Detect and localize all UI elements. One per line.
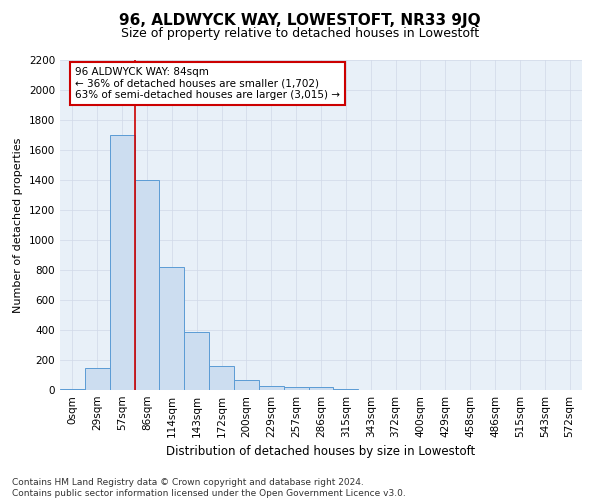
Bar bbox=[259, 386, 284, 390]
Text: 96 ALDWYCK WAY: 84sqm
← 36% of detached houses are smaller (1,702)
63% of semi-d: 96 ALDWYCK WAY: 84sqm ← 36% of detached … bbox=[75, 66, 340, 100]
Bar bbox=[334, 389, 358, 390]
Bar bbox=[60, 388, 85, 390]
Bar bbox=[110, 135, 134, 390]
Bar bbox=[234, 380, 259, 390]
Bar bbox=[134, 180, 160, 390]
Bar bbox=[308, 387, 334, 390]
Bar bbox=[209, 366, 234, 390]
Bar bbox=[184, 332, 209, 390]
Text: Size of property relative to detached houses in Lowestoft: Size of property relative to detached ho… bbox=[121, 28, 479, 40]
Y-axis label: Number of detached properties: Number of detached properties bbox=[13, 138, 23, 312]
Bar bbox=[160, 267, 184, 390]
Bar bbox=[284, 387, 308, 390]
X-axis label: Distribution of detached houses by size in Lowestoft: Distribution of detached houses by size … bbox=[166, 446, 476, 458]
Text: Contains HM Land Registry data © Crown copyright and database right 2024.
Contai: Contains HM Land Registry data © Crown c… bbox=[12, 478, 406, 498]
Text: 96, ALDWYCK WAY, LOWESTOFT, NR33 9JQ: 96, ALDWYCK WAY, LOWESTOFT, NR33 9JQ bbox=[119, 12, 481, 28]
Bar bbox=[85, 368, 110, 390]
